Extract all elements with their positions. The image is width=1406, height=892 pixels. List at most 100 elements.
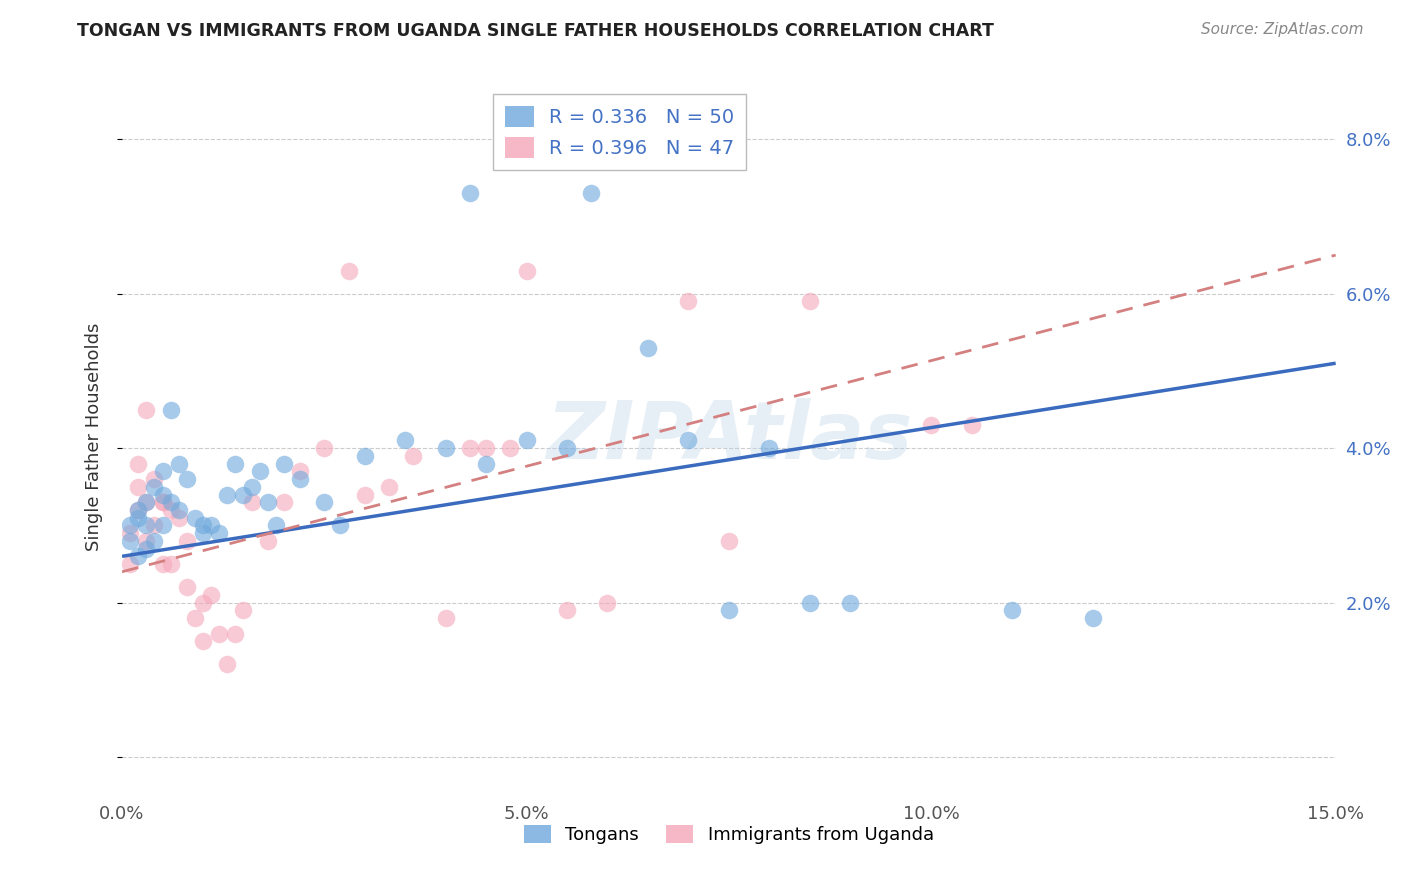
Y-axis label: Single Father Households: Single Father Households [86,322,103,550]
Point [191,518,214,533]
Point [717,533,740,548]
Point [135,495,157,509]
Point [555,441,578,455]
Point [120,533,142,548]
Point [353,487,375,501]
Point [127,503,149,517]
Point [127,510,149,524]
Legend: R = 0.336   N = 50, R = 0.396   N = 47: R = 0.336 N = 50, R = 0.396 N = 47 [494,95,747,169]
Point [402,449,425,463]
Point [152,487,174,501]
Point [159,402,181,417]
Point [200,588,222,602]
Point [135,518,157,533]
Point [120,526,142,541]
Point [152,464,174,478]
Point [458,441,481,455]
Point [273,457,295,471]
Point [184,611,207,625]
Point [960,417,983,432]
Point [208,526,231,541]
Point [1001,603,1024,617]
Point [135,495,157,509]
Point [920,417,942,432]
Point [288,472,311,486]
Point [184,510,207,524]
Point [127,480,149,494]
Point [799,294,821,309]
Point [127,503,149,517]
Point [394,434,416,448]
Point [176,533,198,548]
Point [127,549,149,564]
Point [159,503,181,517]
Point [240,480,263,494]
Point [717,603,740,617]
Point [167,503,190,517]
Point [135,533,157,548]
Point [191,526,214,541]
Point [152,495,174,509]
Point [458,186,481,201]
Point [217,657,239,672]
Point [678,294,700,309]
Point [240,495,263,509]
Point [224,626,246,640]
Point [288,464,311,478]
Text: ZIPAtlas: ZIPAtlas [546,398,912,475]
Point [191,634,214,648]
Point [232,603,254,617]
Point [143,472,166,486]
Point [143,533,166,548]
Point [200,518,222,533]
Point [475,441,498,455]
Point [176,472,198,486]
Point [799,596,821,610]
Point [637,341,659,355]
Point [208,626,231,640]
Point [499,441,522,455]
Point [224,457,246,471]
Point [167,457,190,471]
Point [337,263,360,277]
Point [378,480,401,494]
Point [758,441,780,455]
Point [314,441,336,455]
Point [434,441,457,455]
Text: Source: ZipAtlas.com: Source: ZipAtlas.com [1201,22,1364,37]
Point [143,480,166,494]
Point [839,596,862,610]
Point [516,263,538,277]
Point [135,541,157,556]
Point [1081,611,1104,625]
Point [249,464,271,478]
Point [434,611,457,625]
Point [353,449,375,463]
Point [232,487,254,501]
Point [256,533,278,548]
Point [120,518,142,533]
Point [127,457,149,471]
Point [217,487,239,501]
Point [191,596,214,610]
Point [159,495,181,509]
Point [135,402,157,417]
Point [273,495,295,509]
Point [152,557,174,571]
Point [329,518,352,533]
Point [516,434,538,448]
Point [581,186,603,201]
Point [256,495,278,509]
Point [167,510,190,524]
Point [555,603,578,617]
Point [314,495,336,509]
Point [264,518,287,533]
Text: TONGAN VS IMMIGRANTS FROM UGANDA SINGLE FATHER HOUSEHOLDS CORRELATION CHART: TONGAN VS IMMIGRANTS FROM UGANDA SINGLE … [77,22,994,40]
Point [143,518,166,533]
Point [176,580,198,594]
Point [120,557,142,571]
Point [159,557,181,571]
Point [475,457,498,471]
Point [152,518,174,533]
Point [678,434,700,448]
